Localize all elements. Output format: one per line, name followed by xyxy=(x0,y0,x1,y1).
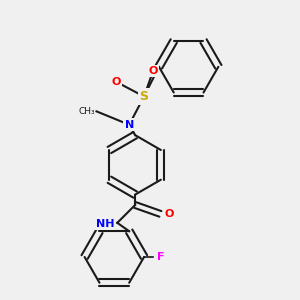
Text: NH: NH xyxy=(96,219,114,229)
Text: N: N xyxy=(124,120,134,130)
Text: O: O xyxy=(111,76,121,87)
Text: O: O xyxy=(165,209,174,219)
Text: F: F xyxy=(158,252,165,262)
Text: CH₃: CH₃ xyxy=(78,107,95,116)
Text: S: S xyxy=(140,90,148,103)
Text: O: O xyxy=(148,66,158,76)
